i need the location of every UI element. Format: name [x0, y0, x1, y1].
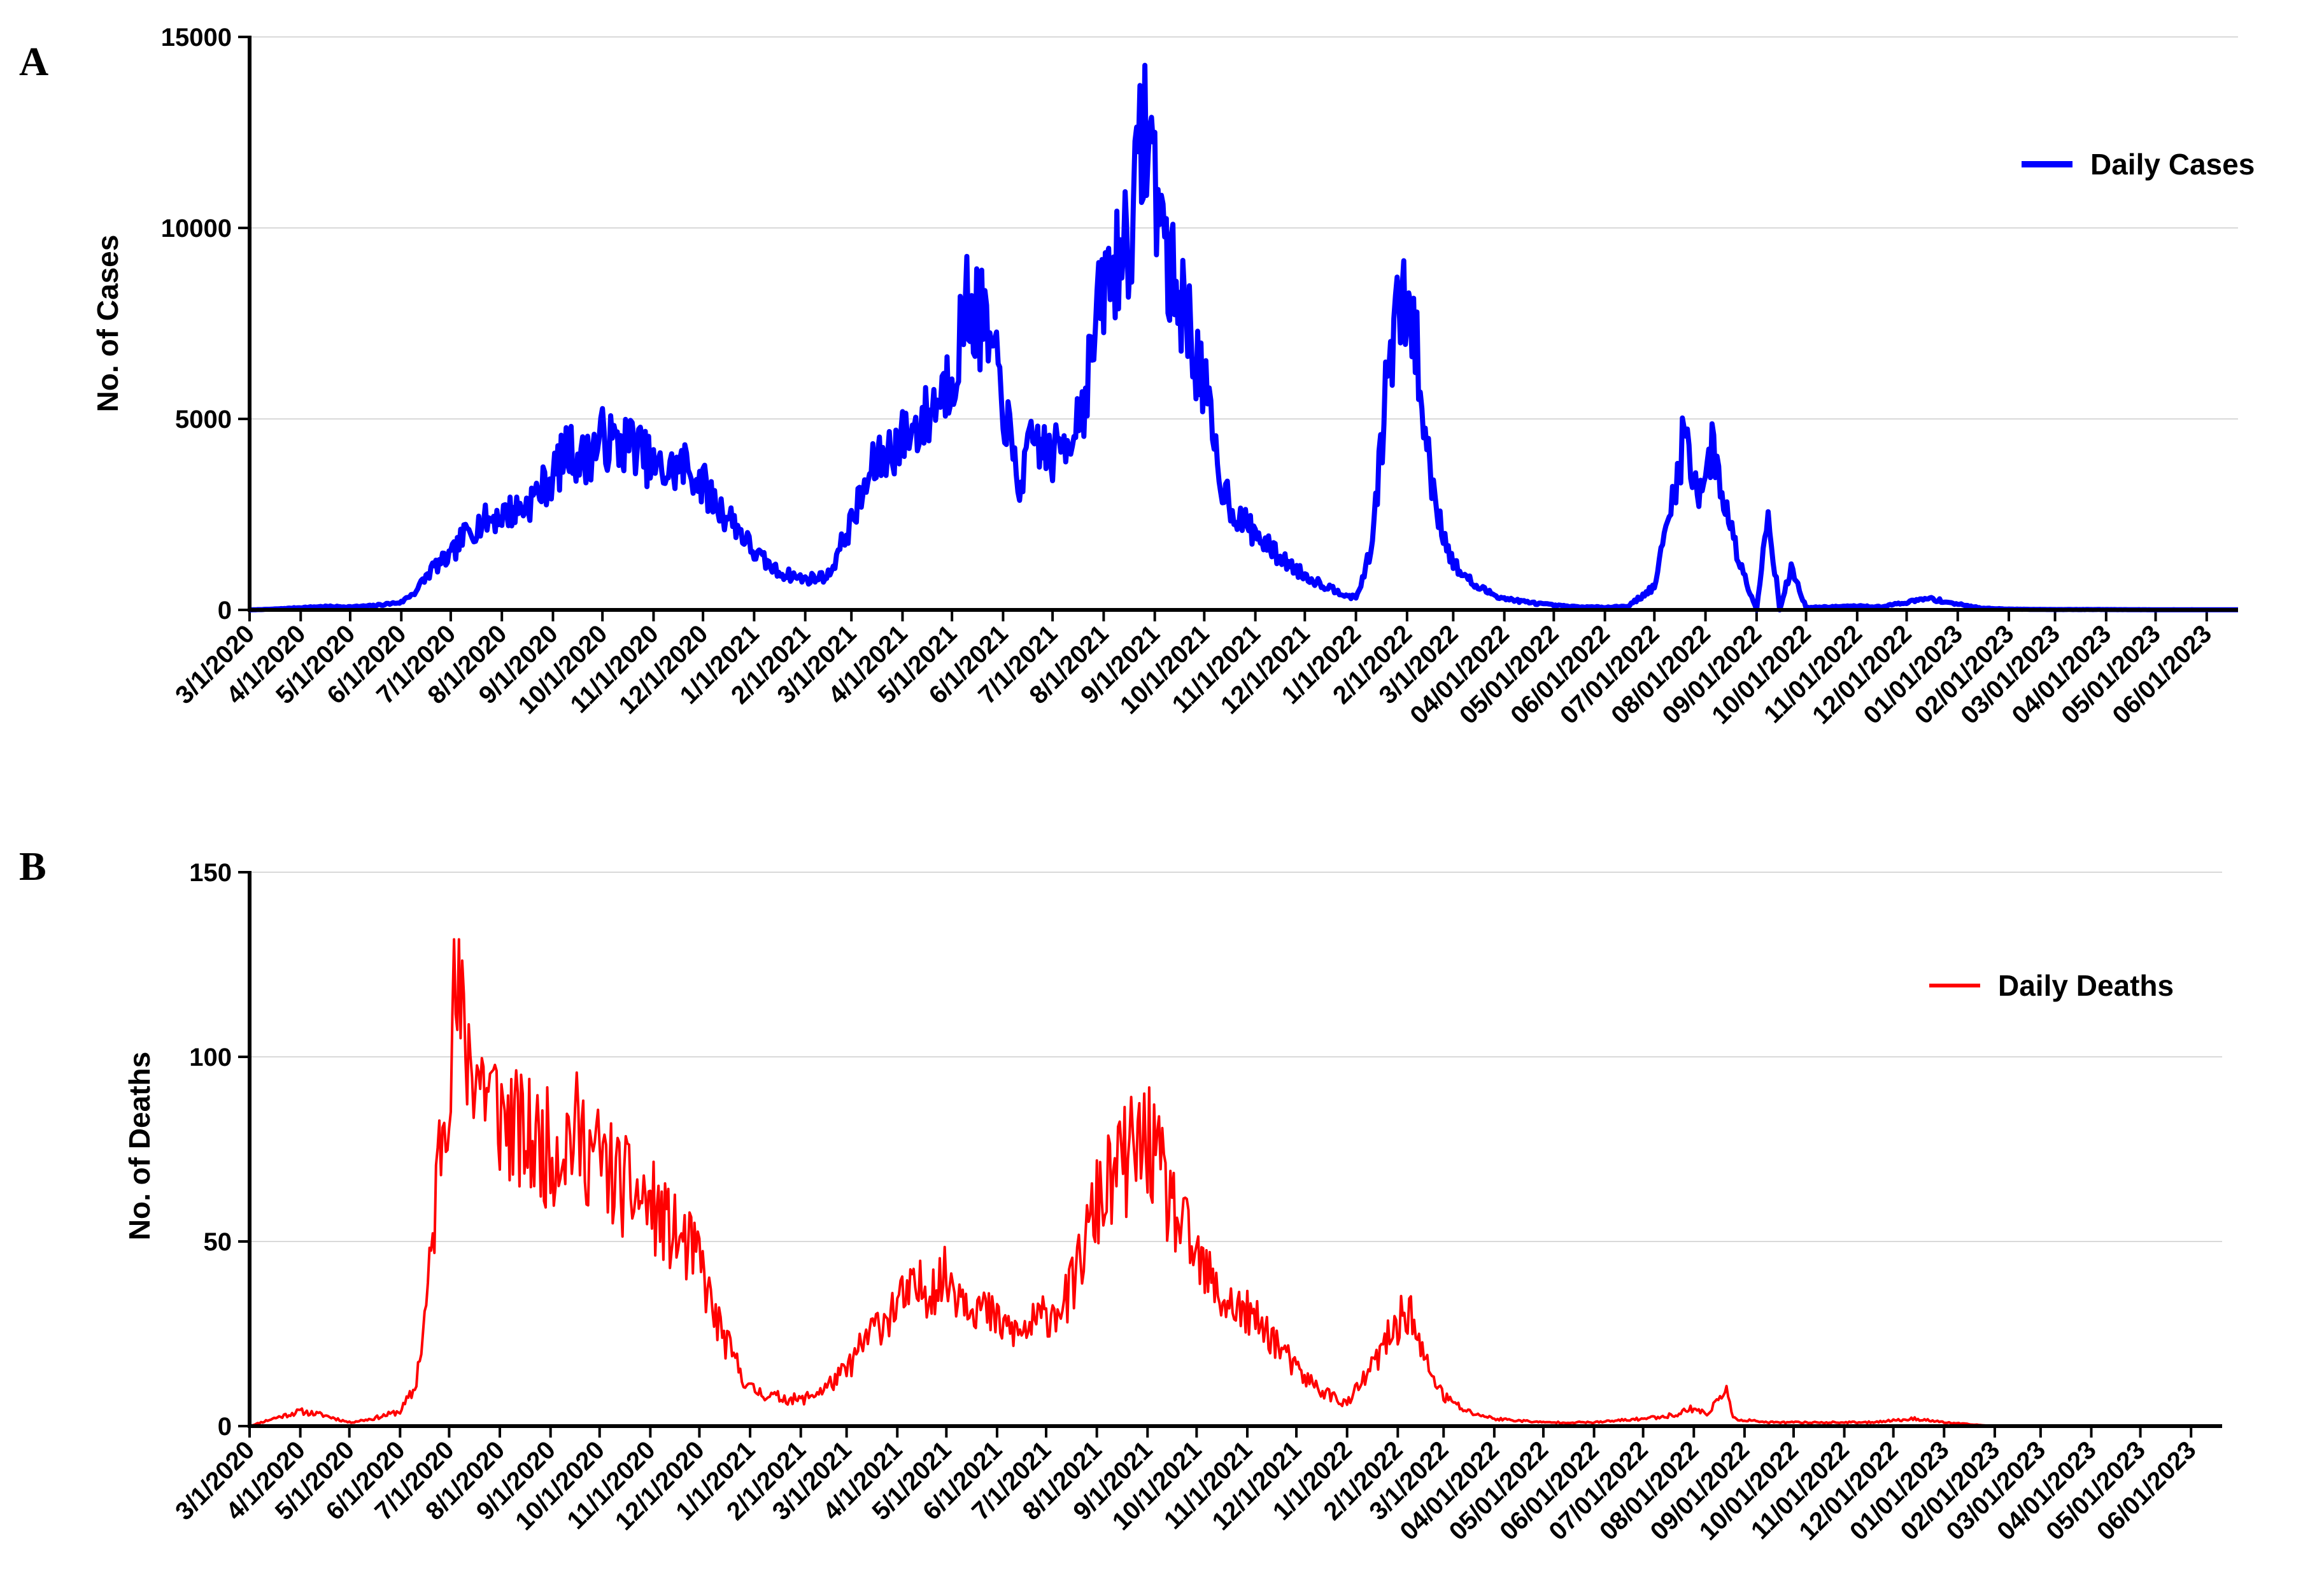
panel-letter: A	[19, 39, 48, 84]
y-axis-title: No. of Deaths	[123, 1052, 156, 1240]
y-tick-label: 50	[204, 1228, 232, 1256]
y-tick-label: 0	[218, 597, 232, 625]
y-tick-label: 150	[189, 859, 232, 887]
series-line	[249, 938, 2222, 1427]
legend-label: Daily Cases	[2090, 148, 2255, 181]
y-tick-label: 0	[218, 1413, 232, 1441]
y-tick-label: 15000	[161, 24, 232, 52]
panel-letter: B	[19, 844, 46, 889]
y-tick-label: 10000	[161, 215, 232, 243]
axes	[248, 871, 2222, 1428]
y-tick-label: 5000	[175, 406, 232, 434]
y-axis-title: No. of Cases	[91, 235, 124, 413]
y-tick-label: 100	[189, 1043, 232, 1071]
axes	[248, 36, 2238, 612]
legend-label: Daily Deaths	[1998, 969, 2174, 1002]
series-line	[248, 62, 2239, 612]
